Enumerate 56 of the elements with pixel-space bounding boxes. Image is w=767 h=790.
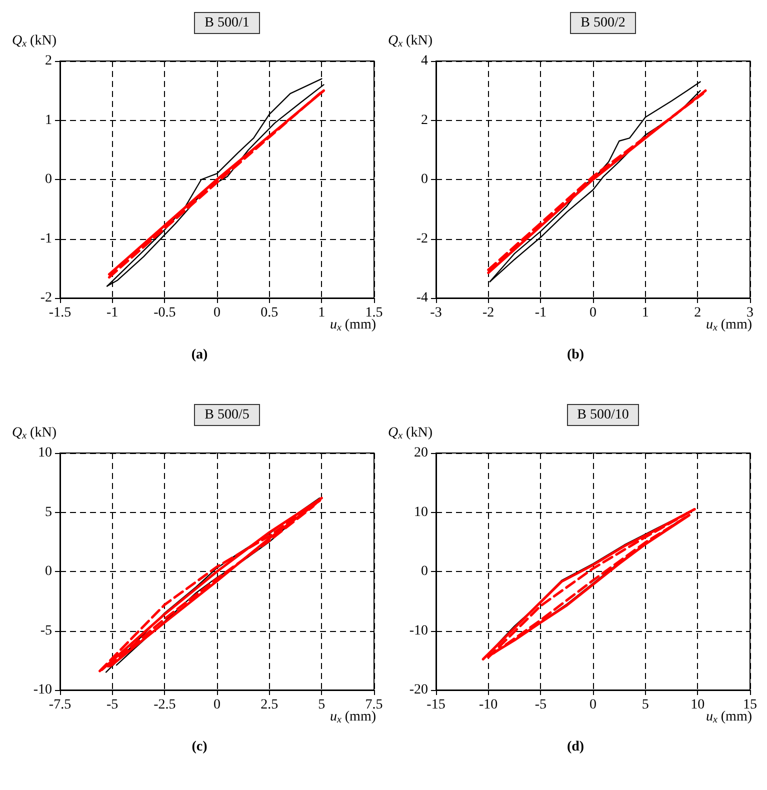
x-tick-label: -2 [482,306,494,320]
text: (c) [192,740,208,754]
x-tick-label: -1 [534,306,547,320]
x-tick-label: 10 [690,698,705,712]
y-tick-label: 2 [45,54,52,68]
x-tick-label: -1 [106,306,118,320]
chart-title: B 500/5 [204,408,250,422]
y-tick-label: -1 [40,231,52,246]
y-tick-label: 5 [45,504,52,520]
x-tick-label: 7.5 [365,698,383,712]
x-tick-label: 0 [214,698,220,712]
text: (d) [566,740,584,754]
y-tick-label: 0 [421,172,428,187]
x-tick-label: -5 [534,698,547,712]
x-tick-label: -15 [426,698,446,712]
y-tick-label: 2 [421,112,428,128]
x-tick-label: 5 [642,698,649,712]
y-tick-label: 0 [45,172,52,187]
text: (a) [191,348,208,362]
y-tick-label: -10 [33,682,52,698]
chart-title: B 500/2 [580,16,626,30]
y-tick-label: -10 [409,623,428,638]
x-tick-label: -7.5 [48,698,72,712]
y-tick-label: -4 [416,290,428,306]
y-tick-label: 20 [414,446,428,460]
x-tick-label: -3 [430,306,442,320]
x-tick-label: 0.5 [260,306,278,320]
x-tick-label: 0 [590,698,596,712]
x-tick-label: -0.5 [154,306,176,320]
x-tick-label: 15 [743,698,757,712]
y-tick-label: 10 [414,504,428,520]
x-tick-label: -2.5 [154,698,176,712]
x-tick-label: 2.5 [260,698,278,712]
y-tick-label: -5 [40,623,52,638]
y-tick-label: 0 [421,564,428,579]
x-tick-label: -5 [106,698,118,712]
x-tick-label: 3 [746,306,754,320]
y-tick-label: -20 [409,682,428,698]
x-tick-label: 0 [214,306,220,320]
x-tick-label: 1 [642,306,649,320]
x-tick-label: 1 [318,306,326,320]
y-tick-label: 4 [421,54,428,68]
y-tick-label: 0 [45,564,52,579]
x-tick-label: 1.5 [365,306,383,320]
text: (b) [566,348,584,362]
chart-title: B 500/10 [577,408,629,422]
x-tick-label: 0 [590,306,596,320]
y-tick-label: 1 [45,112,52,128]
x-tick-label: -1.5 [48,306,72,320]
x-tick-label: 2 [694,306,702,320]
y-tick-label: 10 [38,446,52,460]
chart-title: B 500/1 [204,16,250,30]
y-tick-label: -2 [40,290,52,306]
x-tick-label: -10 [478,698,498,712]
x-tick-label: 5 [318,698,326,712]
y-tick-label: -2 [416,231,428,246]
